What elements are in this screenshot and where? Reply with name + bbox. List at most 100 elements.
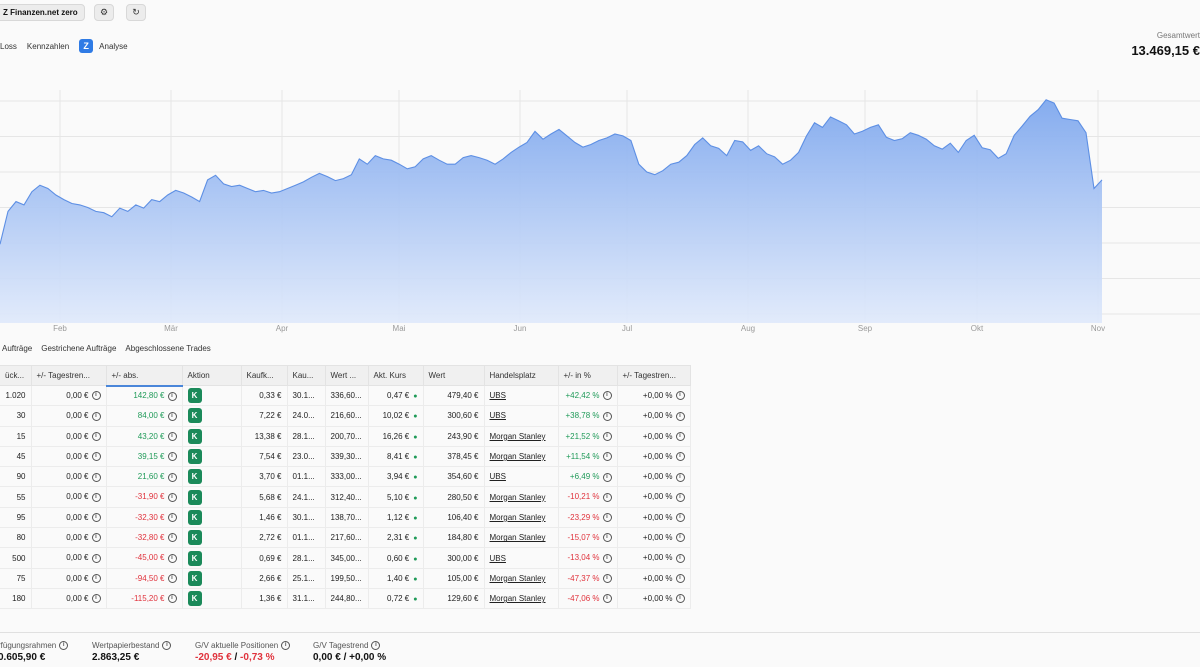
- info-icon[interactable]: i: [167, 594, 177, 604]
- col-buy-price[interactable]: Kaufk...: [241, 365, 288, 386]
- info-icon[interactable]: i: [167, 492, 177, 502]
- info-icon[interactable]: i: [675, 553, 685, 563]
- info-icon[interactable]: i: [167, 431, 177, 441]
- nav-kennzahlen[interactable]: Kennzahlen: [26, 41, 70, 51]
- venue-link[interactable]: UBS: [489, 472, 506, 482]
- venue-link[interactable]: Morgan Stanley: [489, 573, 546, 583]
- info-icon[interactable]: i: [602, 431, 612, 441]
- buy-button[interactable]: K: [187, 388, 202, 404]
- info-icon[interactable]: i: [675, 431, 685, 441]
- info-icon[interactable]: i: [675, 533, 685, 543]
- col-buy-date[interactable]: Kau...: [287, 365, 326, 386]
- col-pct[interactable]: +/- in %: [558, 365, 618, 386]
- info-icon[interactable]: i: [675, 452, 685, 462]
- table-row[interactable]: 180 0,00 € i -115,20 € i K 1,36 €31.1... 244,80…: [0, 588, 691, 610]
- refresh-button[interactable]: ↻: [126, 4, 146, 21]
- info-icon[interactable]: i: [91, 513, 101, 523]
- col-abs[interactable]: +/- abs.: [106, 365, 183, 387]
- info-icon[interactable]: i: [91, 431, 101, 441]
- buy-button[interactable]: K: [187, 530, 202, 546]
- info-icon[interactable]: i: [281, 641, 291, 651]
- info-icon[interactable]: i: [602, 574, 612, 584]
- info-icon[interactable]: i: [675, 513, 685, 523]
- buy-button[interactable]: K: [187, 449, 202, 465]
- info-icon[interactable]: i: [91, 492, 101, 502]
- info-icon[interactable]: i: [602, 472, 612, 482]
- info-icon[interactable]: i: [59, 641, 69, 651]
- col-quantity[interactable]: ück...: [0, 365, 32, 386]
- table-row[interactable]: 95 0,00 € i -32,30 € i K 1,46 €30.1... 138,70..…: [0, 507, 691, 529]
- info-icon[interactable]: i: [91, 533, 101, 543]
- buy-button[interactable]: K: [187, 489, 202, 505]
- table-row[interactable]: 15 0,00 € i 43,20 € i K 13,38 €28.1... 200,70..…: [0, 426, 691, 447]
- buy-button[interactable]: K: [187, 428, 202, 444]
- info-icon[interactable]: i: [675, 492, 685, 502]
- info-icon[interactable]: i: [91, 553, 101, 563]
- info-icon[interactable]: i: [167, 513, 177, 523]
- venue-link[interactable]: UBS: [489, 553, 506, 563]
- venue-link[interactable]: Morgan Stanley: [489, 492, 546, 502]
- table-row[interactable]: 90 0,00 € i 21,60 € i K 3,70 €01.1... 333,00...…: [0, 466, 691, 488]
- info-icon[interactable]: i: [602, 513, 612, 523]
- info-icon[interactable]: i: [602, 391, 612, 401]
- venue-link[interactable]: Morgan Stanley: [489, 512, 546, 522]
- info-icon[interactable]: i: [602, 492, 612, 502]
- col-value[interactable]: Wert: [423, 365, 485, 386]
- col-venue[interactable]: Handelsplatz: [484, 365, 559, 386]
- info-icon[interactable]: i: [91, 452, 101, 462]
- info-icon[interactable]: i: [602, 553, 612, 563]
- info-icon[interactable]: i: [167, 472, 177, 482]
- info-icon[interactable]: i: [91, 411, 101, 421]
- info-icon[interactable]: i: [91, 472, 101, 482]
- table-row[interactable]: 1.020 0,00 € i 142,80 € i K 0,33 €30.1... 336,6…: [0, 385, 691, 407]
- portfolio-chart[interactable]: Feb Mär Apr Mai Jun Jul Aug Sep Okt Nov: [0, 90, 1200, 340]
- buy-button[interactable]: K: [187, 550, 202, 566]
- table-row[interactable]: 45 0,00 € i 39,15 € i K 7,54 €23.0... 339,30...…: [0, 446, 691, 468]
- info-icon[interactable]: i: [162, 641, 172, 651]
- table-row[interactable]: 75 0,00 € i -94,50 € i K 2,66 €25.1... 199,50..…: [0, 568, 691, 589]
- tab-orders[interactable]: Aufträge: [2, 344, 33, 353]
- venue-link[interactable]: UBS: [489, 391, 506, 401]
- col-buy-value[interactable]: Wert ...: [325, 365, 369, 386]
- info-icon[interactable]: i: [602, 533, 612, 543]
- venue-link[interactable]: Morgan Stanley: [489, 431, 546, 441]
- tab-closed-trades[interactable]: Abgeschlossene Trades: [125, 344, 211, 353]
- info-icon[interactable]: i: [167, 533, 177, 543]
- table-row[interactable]: 55 0,00 € i -31,90 € i K 5,68 €24.1... 312,40..…: [0, 486, 691, 508]
- col-day-trend-abs[interactable]: +/- Tagestren...: [31, 365, 107, 386]
- buy-button[interactable]: K: [187, 408, 202, 424]
- buy-button[interactable]: K: [187, 591, 202, 607]
- info-icon[interactable]: i: [602, 452, 612, 462]
- info-icon[interactable]: i: [167, 391, 177, 401]
- buy-button[interactable]: K: [187, 469, 202, 485]
- table-row[interactable]: 500 0,00 € i -45,00 € i K 0,69 €28.1... 345,00.…: [0, 547, 691, 569]
- buy-button[interactable]: K: [187, 509, 202, 525]
- info-icon[interactable]: i: [675, 574, 685, 584]
- nav-analyse[interactable]: Analyse: [99, 41, 128, 51]
- info-icon[interactable]: i: [167, 452, 177, 462]
- venue-link[interactable]: Morgan Stanley: [489, 533, 546, 543]
- venue-link[interactable]: Morgan Stanley: [489, 452, 546, 462]
- info-icon[interactable]: i: [675, 391, 685, 401]
- info-icon[interactable]: i: [675, 472, 685, 482]
- info-icon[interactable]: i: [675, 411, 685, 421]
- table-row[interactable]: 30 0,00 € i 84,00 € i K 7,22 €24.0... 216,60...…: [0, 405, 691, 427]
- col-day-trend-pct[interactable]: +/- Tagestren...: [617, 365, 691, 386]
- tab-cancelled-orders[interactable]: Gestrichene Aufträge: [41, 344, 117, 353]
- info-icon[interactable]: i: [167, 574, 177, 584]
- venue-link[interactable]: Morgan Stanley: [489, 594, 546, 604]
- table-row[interactable]: 80 0,00 € i -32,80 € i K 2,72 €01.1... 217,60..…: [0, 527, 691, 549]
- account-button[interactable]: Z Finanzen.net zero: [0, 4, 85, 21]
- settings-button[interactable]: ⚙: [94, 4, 114, 21]
- info-icon[interactable]: i: [602, 411, 612, 421]
- info-icon[interactable]: i: [167, 411, 177, 421]
- col-action[interactable]: Aktion: [182, 365, 242, 386]
- info-icon[interactable]: i: [91, 594, 101, 604]
- buy-button[interactable]: K: [187, 570, 202, 586]
- venue-link[interactable]: UBS: [489, 411, 506, 421]
- info-icon[interactable]: i: [167, 553, 177, 563]
- nav-loss[interactable]: Loss: [0, 41, 17, 51]
- info-icon[interactable]: i: [91, 574, 101, 584]
- info-icon[interactable]: i: [371, 641, 381, 651]
- col-current-price[interactable]: Akt. Kurs: [368, 365, 424, 386]
